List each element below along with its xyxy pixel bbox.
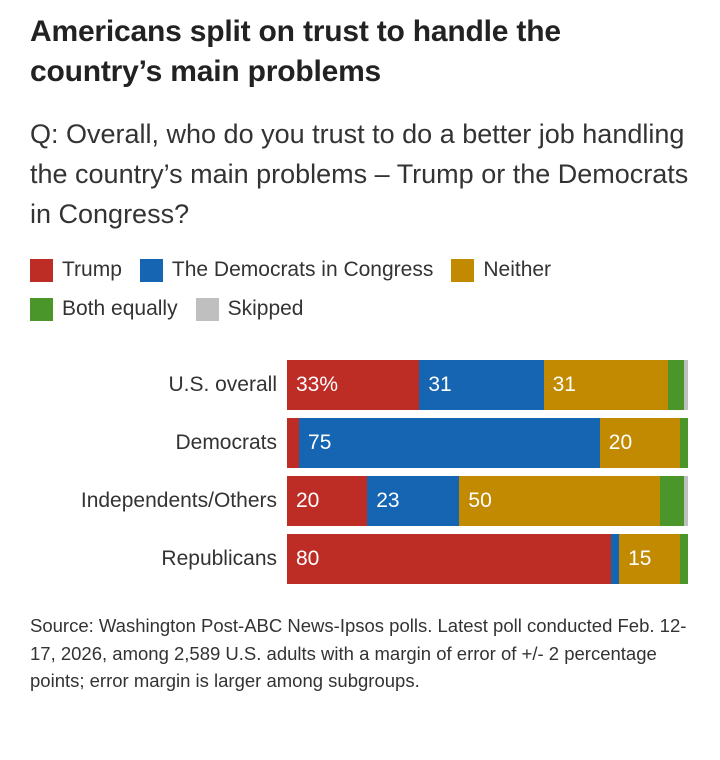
bar-row-democrats: Democrats 75 20	[0, 418, 720, 468]
legend-swatch-both	[30, 297, 53, 321]
legend-row-2: Both equally Skipped	[30, 295, 700, 323]
data-label: 33%	[296, 373, 339, 396]
bar-segment-both	[679, 534, 688, 584]
bar-segment-skipped	[683, 476, 688, 526]
category-label: U.S. overall	[168, 373, 277, 396]
legend-swatch-neither	[451, 258, 475, 282]
bar-row-independents-others: Independents/Others 20 23 50	[0, 476, 720, 526]
legend-item-both: Both equally	[30, 297, 178, 321]
bar-segment-both	[667, 360, 684, 410]
chart-title: Americans split on trust to handle the c…	[30, 15, 561, 88]
bar-segment-democrats: 31	[419, 360, 544, 410]
legend-swatch-trump	[30, 258, 53, 282]
stacked-bar: 80 15	[287, 534, 688, 584]
legend-swatch-democrats	[139, 258, 163, 282]
category-label: Republicans	[161, 547, 277, 570]
bar-segment-neither: 31	[543, 360, 668, 410]
bar-segment-democrats: 23	[367, 476, 460, 526]
bar-segment-trump: 33%	[287, 360, 420, 410]
bar-segment-both	[679, 418, 688, 468]
bar-segment-skipped	[683, 360, 688, 410]
bar-segment-both	[659, 476, 684, 526]
legend-item-democrats: The Democrats in Congress	[139, 258, 434, 282]
data-label: 20	[296, 489, 320, 512]
legend: Trump The Democrats in Congress Neither …	[30, 256, 700, 334]
stacked-bar: 20 23 50	[287, 476, 688, 526]
data-label: 31	[552, 373, 576, 396]
legend-swatch-skipped	[195, 297, 219, 321]
bar-segment-neither: 20	[599, 418, 680, 468]
data-label: 23	[376, 489, 400, 512]
data-label: 31	[428, 373, 452, 396]
bar-row-u-s-overall: U.S. overall 33% 31 31	[0, 360, 720, 410]
source-note: Source: Washington Post-ABC News-Ipsos p…	[30, 615, 687, 691]
data-label: 80	[296, 547, 320, 570]
data-label: 20	[608, 431, 633, 454]
stacked-bar: 33% 31 31	[287, 360, 688, 410]
bar-segment-trump: 80	[287, 534, 612, 584]
legend-label-trump: Trump	[62, 258, 122, 281]
legend-item-skipped: Skipped	[195, 297, 304, 321]
legend-label-neither: Neither	[483, 258, 552, 281]
data-label: 75	[308, 431, 332, 454]
stacked-bar: 75 20	[287, 418, 688, 468]
category-label: Independents/Others	[80, 489, 277, 512]
legend-item-neither: Neither	[451, 258, 551, 282]
legend-item-trump: Trump	[30, 258, 122, 282]
bar-segment-democrats	[611, 534, 620, 584]
bar-segment-neither: 50	[459, 476, 660, 526]
bar-segment-democrats: 75	[299, 418, 600, 468]
bar-row-republicans: Republicans 80 15	[0, 534, 720, 584]
data-label: 50	[468, 489, 492, 512]
legend-row-1: Trump The Democrats in Congress Neither	[30, 256, 700, 284]
legend-label-democrats: The Democrats in Congress	[171, 258, 434, 281]
bar-segment-trump: 20	[287, 476, 368, 526]
legend-label-both: Both equally	[62, 297, 178, 320]
bar-segment-trump	[287, 418, 300, 468]
bar-segment-neither: 15	[619, 534, 680, 584]
legend-label-skipped: Skipped	[227, 297, 304, 320]
chart-subtitle: Q: Overall, who do you trust to do a bet…	[30, 119, 689, 229]
data-label: 15	[628, 547, 652, 570]
category-label: Democrats	[175, 431, 277, 454]
